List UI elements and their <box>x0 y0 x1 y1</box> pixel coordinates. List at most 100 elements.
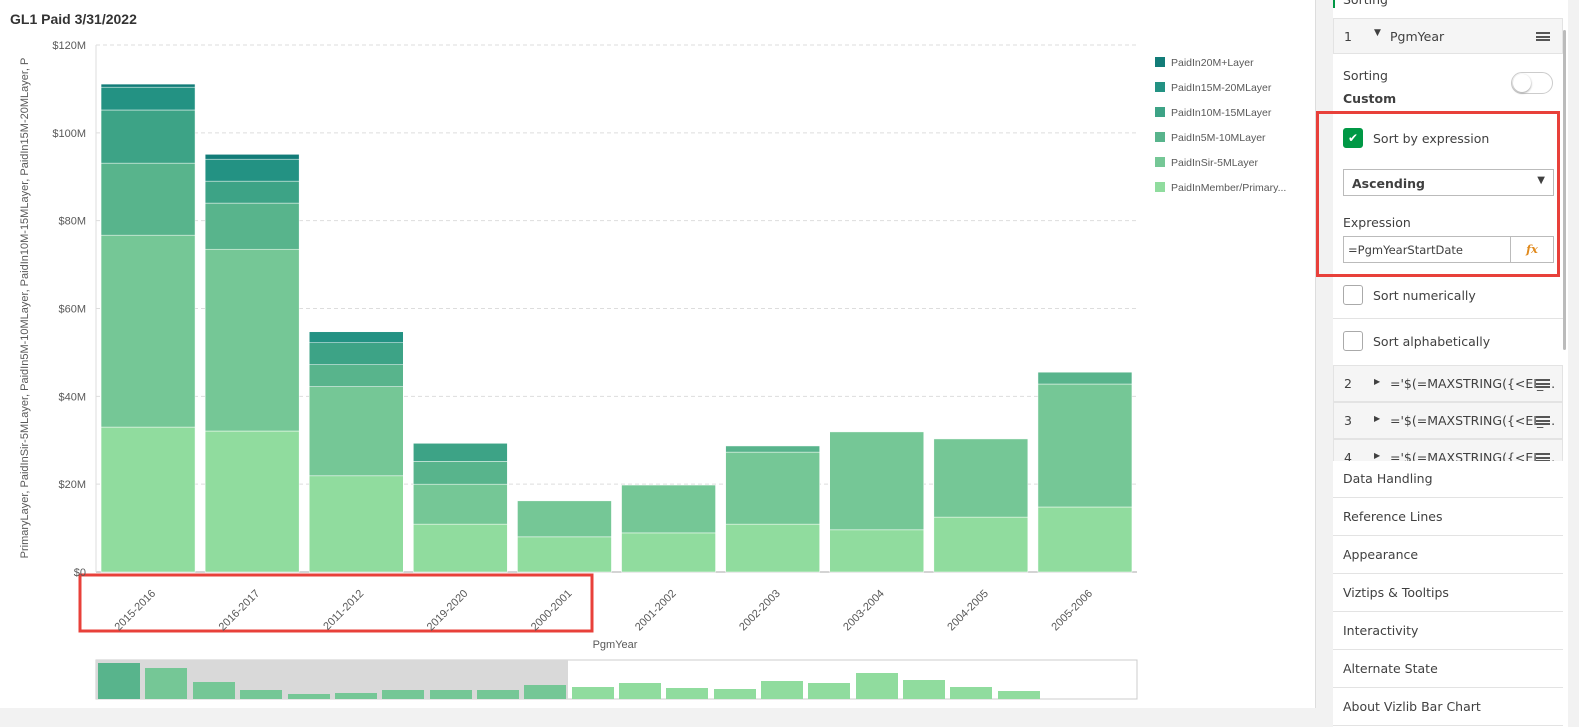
y-tick-label: $60M <box>58 304 86 316</box>
section-header[interactable]: Data Handling <box>1333 461 1563 498</box>
scrollbar[interactable] <box>1563 30 1566 350</box>
legend-label: PaidIn20M+Layer <box>1171 57 1254 69</box>
bar-segment <box>309 331 404 344</box>
sort-alphabetically: Sort alphabetically <box>1373 334 1491 349</box>
legend-swatch <box>1155 132 1165 142</box>
bar-segment <box>517 500 612 538</box>
y-tick-label: $80M <box>58 216 86 228</box>
caret: ▶ <box>1374 414 1381 423</box>
sort-item[interactable]: 2 ▶ ='$(=MAXSTRING({<EI_... <box>1333 365 1563 402</box>
section-header[interactable]: About Vizlib Bar Chart <box>1333 689 1563 726</box>
chart-title: GL1 Paid 3/31/2022 <box>10 11 137 27</box>
legend-swatch <box>1155 82 1165 92</box>
minimap <box>95 659 1138 700</box>
fx-button[interactable]: fx <box>1510 237 1553 262</box>
bar-segment <box>413 523 508 573</box>
x-tick-label: 2015-2016 <box>112 588 158 634</box>
bar-segment <box>933 516 1029 573</box>
bar-segment <box>413 461 508 485</box>
section-header[interactable]: Viztips & Tooltips <box>1333 575 1563 612</box>
sorting-label: Sorting <box>1343 68 1388 83</box>
drag-handle[interactable] <box>1536 32 1550 41</box>
legend-label: PaidIn5M-10MLayer <box>1171 132 1266 144</box>
bar-segment <box>100 86 196 111</box>
y-tick-label: $0 <box>74 567 86 579</box>
drag-handle[interactable] <box>1536 379 1550 388</box>
bar-segment <box>621 484 716 534</box>
item-name: PgmYear <box>1390 29 1445 44</box>
x-tick-label: 2016-2017 <box>217 588 263 634</box>
x-tick-label: 2002-2003 <box>737 588 783 634</box>
section-header[interactable]: Alternate State <box>1333 651 1563 688</box>
bar-segment <box>100 83 196 88</box>
bar-segment <box>204 180 300 204</box>
bar-segment <box>1037 383 1133 508</box>
legend-label: PaidInSir-5MLayer <box>1171 157 1258 169</box>
y-tick-label: $120M <box>52 40 86 52</box>
bar-segment <box>309 386 404 477</box>
legend-swatch <box>1155 182 1165 192</box>
caret: ▶ <box>1374 377 1381 386</box>
expression-label: Expression <box>1343 215 1411 230</box>
bar-segment <box>100 162 196 236</box>
bar-segment <box>933 438 1029 518</box>
section-header[interactable]: Interactivity <box>1333 613 1563 650</box>
legend-label: PaidInMember/Primary... <box>1171 182 1286 194</box>
x-tick-label: 2003-2004 <box>841 588 887 634</box>
expression-value: =PgmYearStartDate <box>1348 243 1463 257</box>
bar-segment <box>725 451 820 525</box>
chart-card: GL1 Paid 3/31/2022 PrimaryLayer, PaidInS… <box>0 0 1316 708</box>
caret: ▶ <box>1374 451 1381 460</box>
toggle[interactable] <box>1511 72 1553 94</box>
bar-segment <box>204 154 300 160</box>
bar-segment <box>309 475 404 573</box>
x-axis-title: PgmYear <box>593 639 638 651</box>
y-axis-title: PrimaryLayer, PaidInSir-5MLayer, PaidIn5… <box>19 58 31 559</box>
legend-swatch <box>1155 107 1165 117</box>
expression-input[interactable]: =PgmYearStartDate fx <box>1343 236 1554 263</box>
highlight-box <box>78 573 594 633</box>
bar-segment <box>100 109 196 164</box>
drag-handle[interactable] <box>1536 416 1550 425</box>
x-tick-label: 2001-2002 <box>633 588 679 634</box>
y-tick-label: $100M <box>52 128 86 140</box>
bar-segment <box>621 532 716 573</box>
sort-by-expression: Sort by expression <box>1373 131 1490 146</box>
bar-segment <box>204 202 300 250</box>
bar-segment <box>829 431 924 531</box>
checkbox-checked[interactable]: ✔ <box>1343 128 1363 148</box>
section-header[interactable]: Reference Lines <box>1333 499 1563 536</box>
sort-item[interactable]: 1 ▼ PgmYear <box>1333 18 1563 54</box>
x-tick-label: 2000-2001 <box>529 588 575 634</box>
bar-segment <box>309 364 404 387</box>
panel-header: Sorting <box>1333 0 1563 8</box>
bar-segment <box>309 342 404 365</box>
caret: ▼ <box>1374 28 1381 38</box>
y-tick-label: $20M <box>58 479 86 491</box>
sort-item[interactable]: 3 ▶ ='$(=MAXSTRING({<EI_... <box>1333 402 1563 439</box>
section-header[interactable]: Appearance <box>1333 537 1563 574</box>
legend-label: PaidIn15M-20MLayer <box>1171 82 1272 94</box>
highlight-box <box>1316 111 1560 277</box>
bar-segment <box>725 445 820 453</box>
sort-numerically: Sort numerically <box>1373 288 1476 303</box>
checkbox[interactable] <box>1343 331 1363 351</box>
x-tick-label: 2005-2006 <box>1049 588 1095 634</box>
bar-segment <box>517 536 612 573</box>
legend-swatch <box>1155 57 1165 67</box>
bar-segment <box>204 248 300 432</box>
bar-segment <box>204 430 300 573</box>
chart: GL1 Paid 3/31/2022 PrimaryLayer, PaidInS… <box>10 11 1286 700</box>
x-tick-label: 2004-2005 <box>945 588 991 634</box>
legend-swatch <box>1155 157 1165 167</box>
order-select[interactable]: Ascending ▼ <box>1343 169 1554 196</box>
bar-segment <box>413 483 508 525</box>
item-name: ='$(=MAXSTRING({<EI_... <box>1390 376 1556 391</box>
item-number: 4 <box>1344 450 1352 465</box>
item-number: 2 <box>1344 376 1352 391</box>
properties-panel: Sorting 1 ▼ PgmYear Sorting Custom ✔ Sor… <box>1333 0 1568 727</box>
item-name: ='$(=MAXSTRING({<EI_... <box>1390 413 1556 428</box>
bar-segment <box>100 426 196 573</box>
checkbox[interactable] <box>1343 285 1363 305</box>
